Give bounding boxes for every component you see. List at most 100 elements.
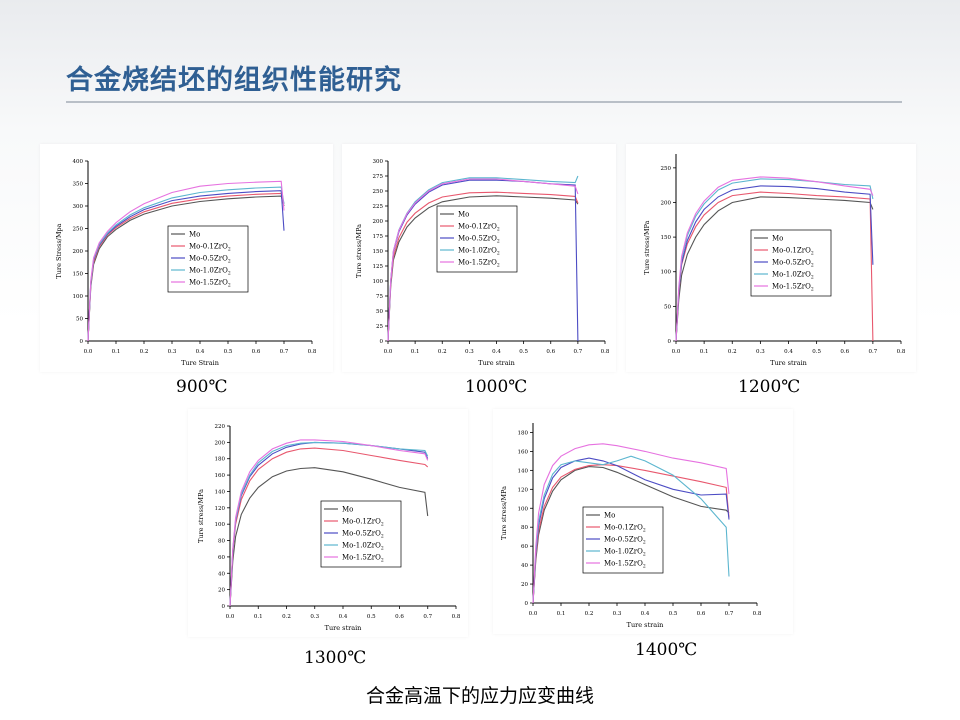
y-tick-label: 25 [376,324,383,330]
series-line-mo-1-0zro2 [532,455,730,604]
y-axis-label: Ture stress/MPa [355,224,363,278]
legend-entry: Mo [189,231,200,239]
stress-strain-chart-1000: 0.0 0.1 0.2 0.3 0.4 0.5 0.6 0.7 0.8 0 25 50 75 100 125… [355,159,610,367]
x-tick-label: 0.6 [395,614,404,620]
x-tick-label: 0.7 [280,349,289,355]
series-line-mo-1-5zro2 [675,176,874,342]
y-tick-label: 140 [215,489,226,495]
y-tick-label: 80 [218,539,225,545]
stress-strain-chart-1200: 0.0 0.1 0.2 0.3 0.4 0.5 0.6 0.7 0.8 0 50 100 150 200 2… [643,154,906,367]
stress-strain-chart-1300: 0.0 0.1 0.2 0.3 0.4 0.5 0.6 0.7 0.8 0 20 40 60 80 100 1… [197,424,461,632]
legend-entry: Mo-1.0ZrO2 [189,267,231,277]
y-tick-label: 60 [218,555,225,561]
slide-title: 合金烧结坯的组织性能研究 [66,65,402,96]
y-tick-label: 60 [521,544,528,550]
legend-entry: Mo [342,506,353,514]
legend-entry: Mo-0.5ZrO2 [772,259,814,269]
series-line-mo-0-1zro2 [532,464,730,604]
x-tick-label: 0.3 [756,349,765,355]
y-axis-label: Ture stress/MPa [500,486,508,540]
y-tick-label: 100 [373,279,384,285]
y-tick-label: 0 [222,604,226,610]
legend-box [167,225,249,293]
y-tick-label: 160 [518,449,529,455]
y-tick-label: 0 [525,601,529,607]
y-tick-label: 225 [373,204,384,210]
legend-entry: Mo-1.5ZrO2 [342,554,384,564]
x-tick-label: 0.4 [641,611,650,617]
legend-entry: Mo-0.1ZrO2 [458,223,500,233]
legend-entry: Mo [772,235,783,243]
series-line-mo-0-5zro2 [532,457,730,604]
temperature-label-1000: 1000℃ [465,377,528,397]
legend-entry: Mo-1.0ZrO2 [458,247,500,257]
x-tick-label: 0.5 [812,349,821,355]
x-tick-label: 0.1 [112,349,121,355]
x-tick-label: 0.8 [897,349,906,355]
legend-entry: Mo-1.0ZrO2 [772,271,814,281]
series-line-mo-1-5zro2 [87,180,285,342]
y-tick-label: 100 [518,506,529,512]
y-tick-label: 350 [73,182,84,188]
x-tick-label: 0.5 [224,349,233,355]
legend-entry: Mo-1.5ZrO2 [458,259,500,269]
y-tick-label: 120 [518,487,529,493]
series-line-mo [532,466,730,604]
x-tick-label: 0.2 [282,614,291,620]
x-tick-label: 0.4 [196,349,205,355]
y-tick-label: 200 [73,249,84,255]
chart-panel-900: 0.0 0.1 0.2 0.3 0.4 0.5 0.6 0.7 0.8 0 50 100 150 200 2… [40,144,333,372]
legend-entry: Mo-0.5ZrO2 [458,235,500,245]
y-tick-label: 200 [373,219,384,225]
y-tick-label: 40 [521,563,528,569]
series-line-mo-1-5zro2 [532,443,730,604]
legend-box [582,506,664,574]
y-tick-label: 0 [380,339,384,345]
legend-entry: Mo-0.1ZrO2 [604,524,646,534]
x-tick-label: 0.2 [728,349,737,355]
x-tick-label: 0.2 [585,611,594,617]
y-tick-label: 250 [73,227,84,233]
x-tick-label: 0.3 [168,349,177,355]
temperature-label-1300: 1300℃ [304,648,367,668]
x-axis-label: Ture strain [627,621,664,629]
x-tick-label: 0.0 [384,349,393,355]
legend-entry: Mo [604,512,615,520]
y-tick-label: 200 [215,440,226,446]
figure-caption: 合金高温下的应力应变曲线 [365,685,594,707]
y-tick-label: 180 [215,457,226,463]
x-tick-label: 0.6 [252,349,261,355]
x-tick-label: 0.6 [546,349,555,355]
series-line-mo [87,195,285,342]
x-tick-label: 0.8 [753,611,762,617]
y-tick-label: 300 [73,204,84,210]
y-tick-label: 80 [521,525,528,531]
x-tick-label: 0.7 [423,614,432,620]
x-axis-label: Ture strain [770,359,807,367]
x-tick-label: 0.5 [367,614,376,620]
x-axis-label: Ture strain [478,359,515,367]
y-tick-label: 50 [76,317,83,323]
y-tick-label: 20 [218,588,225,594]
series-line-mo-1-5zro2 [229,439,429,607]
x-tick-label: 0.2 [438,349,447,355]
x-tick-label: 0.6 [697,611,706,617]
y-tick-label: 400 [73,159,84,165]
series-line-mo-0-1zro2 [229,447,429,607]
x-tick-label: 0.5 [669,611,678,617]
y-axis-label: Ture stress/MPa [197,489,205,543]
series-line-mo-0-5zro2 [675,185,874,342]
legend-box [320,500,402,568]
legend-entry: Mo-0.5ZrO2 [604,536,646,546]
legend-entry: Mo-0.1ZrO2 [189,243,231,253]
x-tick-label: 0.6 [840,349,849,355]
y-tick-label: 160 [215,473,226,479]
x-tick-label: 0.2 [140,349,149,355]
series-line-mo-0-1zro2 [387,191,579,342]
legend-entry: Mo-0.1ZrO2 [342,518,384,528]
stress-strain-chart-1400: 0.0 0.1 0.2 0.3 0.4 0.5 0.6 0.7 0.8 0 20 40 60 80 100 1… [500,423,762,629]
title-divider [66,101,902,103]
x-tick-label: 0.1 [254,614,263,620]
y-tick-label: 100 [215,522,226,528]
series-line-mo-1-5zro2 [387,178,579,342]
